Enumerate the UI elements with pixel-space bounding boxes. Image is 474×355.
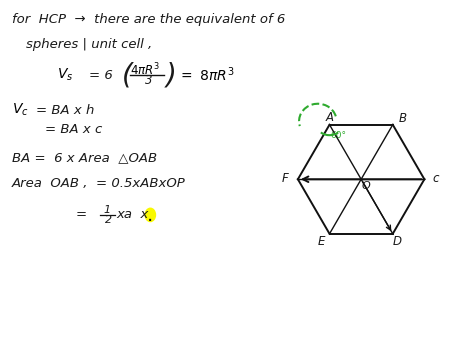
Text: = 6: = 6: [90, 69, 113, 82]
Text: c: c: [433, 172, 439, 185]
Text: A: A: [326, 110, 334, 124]
Text: E: E: [318, 235, 325, 248]
Text: $V_c$: $V_c$: [12, 102, 29, 118]
Text: .: .: [147, 206, 153, 225]
Text: = BA x c: = BA x c: [45, 123, 102, 136]
Text: $=\ 8\pi R^3$: $=\ 8\pi R^3$: [178, 66, 235, 84]
Text: for  HCP  →  there are the equivalent of 6: for HCP → there are the equivalent of 6: [12, 13, 285, 26]
Ellipse shape: [145, 208, 155, 222]
Text: D: D: [393, 235, 402, 248]
Text: $4\pi R^3$: $4\pi R^3$: [130, 61, 160, 78]
Text: spheres | unit cell ,: spheres | unit cell ,: [26, 38, 153, 51]
Text: (: (: [122, 61, 133, 89]
Text: 2: 2: [105, 215, 112, 225]
Text: B: B: [399, 112, 407, 125]
Text: $V_s$: $V_s$: [57, 67, 73, 83]
Text: ): ): [165, 61, 176, 89]
Text: = BA x h: = BA x h: [36, 104, 94, 116]
Text: 1: 1: [103, 205, 110, 215]
Text: BA =  6 x Area  △OAB: BA = 6 x Area △OAB: [12, 151, 157, 164]
Text: xa  x: xa x: [116, 208, 148, 222]
Text: Area  OAB ,  = 0.5xABxOP: Area OAB , = 0.5xABxOP: [12, 177, 186, 190]
Text: 3: 3: [145, 74, 152, 87]
Text: O: O: [362, 181, 370, 191]
Text: =: =: [75, 208, 87, 222]
Text: 60°: 60°: [330, 131, 346, 140]
Text: F: F: [282, 172, 288, 185]
